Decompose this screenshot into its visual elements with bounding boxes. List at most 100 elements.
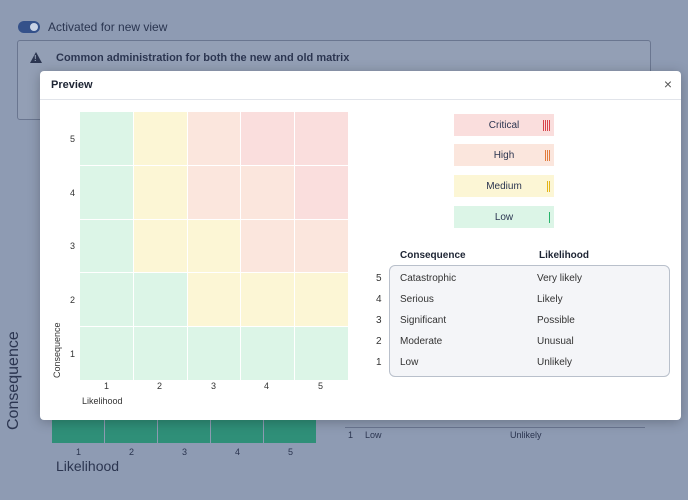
y-axis-title: Consequence — [52, 322, 62, 378]
matrix-cell-high[interactable] — [187, 112, 241, 165]
low-level-icon — [549, 212, 550, 223]
bg-row-likelihood: Unlikely — [510, 430, 542, 440]
matrix-cell-low[interactable] — [295, 327, 348, 380]
bg-table-row: 1 Low Unlikely — [345, 427, 645, 440]
scale-table — [389, 265, 670, 377]
legend-label: Low — [494, 211, 514, 223]
matrix-cell-low[interactable] — [133, 273, 187, 327]
matrix-cell-med[interactable] — [295, 273, 348, 327]
bg-bar — [52, 420, 104, 443]
bg-matrix-bars — [52, 420, 316, 443]
matrix-cell-low[interactable] — [241, 327, 295, 380]
matrix-cell-med[interactable] — [133, 219, 187, 273]
matrix-cell-low[interactable] — [80, 219, 133, 273]
matrix-cell-low[interactable] — [80, 273, 133, 327]
matrix-cell-crit[interactable] — [295, 112, 348, 165]
legend-label: Medium — [486, 180, 522, 192]
matrix-cell-med[interactable] — [133, 112, 187, 165]
critical-level-icon — [543, 120, 550, 131]
bg-row-num: 1 — [348, 430, 354, 440]
notice-text: Common administration for both the new a… — [56, 52, 350, 64]
medium-level-icon — [547, 181, 550, 192]
matrix-cell-med[interactable] — [187, 273, 241, 327]
x-axis-title: Likelihood — [82, 396, 123, 406]
bg-x-tick: 3 — [181, 447, 187, 457]
y-tick: 5 — [70, 134, 76, 144]
row-number: 2 — [376, 336, 382, 347]
bg-bar — [211, 420, 263, 443]
level-bar — [549, 120, 550, 131]
y-tick: 4 — [70, 188, 76, 198]
new-view-toggle-row: Activated for new view — [18, 20, 167, 34]
y-tick: 1 — [70, 349, 76, 359]
x-tick: 4 — [264, 381, 270, 391]
level-bar — [549, 212, 550, 223]
matrix-cell-crit[interactable] — [295, 165, 348, 219]
x-tick: 5 — [318, 381, 324, 391]
level-bar — [549, 181, 550, 192]
legend-label: High — [493, 149, 515, 161]
row-number: 4 — [376, 294, 382, 305]
level-bar — [543, 120, 544, 131]
row-consequence: Catastrophic — [400, 273, 457, 284]
bg-consequence-label: Consequence — [5, 331, 22, 430]
high-level-icon — [545, 150, 550, 161]
close-icon[interactable]: × — [663, 76, 672, 92]
matrix-cell-med[interactable] — [133, 165, 187, 219]
level-bar — [545, 120, 546, 131]
warning-icon — [30, 52, 42, 63]
modal-title: Preview — [51, 79, 93, 91]
bg-row-consequence: Low — [365, 430, 382, 440]
row-number: 3 — [376, 315, 382, 326]
row-likelihood: Very likely — [537, 273, 583, 284]
bg-x-ticks: 1 2 3 4 5 — [52, 447, 317, 457]
row-likelihood: Likely — [537, 294, 563, 305]
matrix-cell-high[interactable] — [187, 165, 241, 219]
bg-bar — [264, 420, 316, 443]
row-consequence: Low — [400, 357, 419, 368]
bg-x-tick: 1 — [75, 447, 81, 457]
risk-matrix — [80, 112, 348, 380]
matrix-cell-crit[interactable] — [241, 112, 295, 165]
bg-likelihood-label: Likelihood — [56, 458, 120, 474]
level-bar — [547, 150, 548, 161]
x-tick: 1 — [104, 381, 110, 391]
consequence-header: Consequence — [400, 250, 466, 261]
matrix-cell-high[interactable] — [241, 219, 295, 273]
row-number: 1 — [376, 357, 382, 368]
level-bar — [547, 120, 548, 131]
modal-header: Preview × — [40, 71, 681, 100]
row-consequence: Serious — [400, 294, 434, 305]
bg-x-tick: 5 — [287, 447, 293, 457]
row-consequence: Significant — [400, 315, 447, 326]
legend-medium: Medium — [454, 175, 554, 197]
bg-x-tick: 4 — [234, 447, 240, 457]
level-bar — [549, 150, 550, 161]
matrix-cell-low[interactable] — [80, 165, 133, 219]
x-tick: 2 — [157, 381, 163, 391]
legend-critical: Critical — [454, 114, 554, 136]
row-number: 5 — [376, 273, 382, 284]
bg-x-tick: 2 — [128, 447, 134, 457]
matrix-cell-med[interactable] — [187, 219, 241, 273]
new-view-toggle[interactable] — [18, 21, 40, 33]
matrix-cell-med[interactable] — [241, 273, 295, 327]
bg-bar — [105, 420, 157, 443]
y-tick: 3 — [70, 241, 76, 251]
matrix-cell-low[interactable] — [80, 112, 133, 165]
legend-low: Low — [454, 206, 554, 228]
matrix-cell-high[interactable] — [295, 219, 348, 273]
row-likelihood: Unlikely — [537, 357, 573, 368]
legend-high: High — [454, 144, 554, 166]
legend-label: Critical — [488, 119, 520, 131]
matrix-cell-high[interactable] — [241, 165, 295, 219]
matrix-cell-low[interactable] — [80, 327, 133, 380]
row-likelihood: Unusual — [537, 336, 574, 347]
row-consequence: Moderate — [400, 336, 443, 347]
toggle-label: Activated for new view — [48, 20, 168, 34]
bg-bar — [158, 420, 210, 443]
matrix-cell-low[interactable] — [133, 327, 187, 380]
level-bar — [545, 150, 546, 161]
y-tick: 2 — [70, 295, 76, 305]
matrix-cell-low[interactable] — [187, 327, 241, 380]
